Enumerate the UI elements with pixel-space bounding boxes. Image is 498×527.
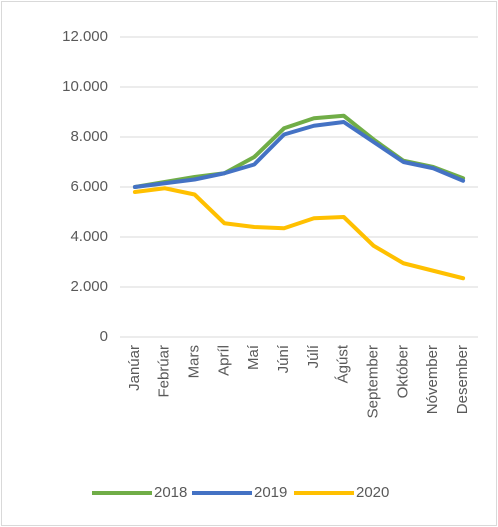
y-tick-label: 8.000 <box>70 128 108 145</box>
line <box>132 120 466 189</box>
legend-label: 2018 <box>154 484 187 501</box>
line <box>132 186 466 281</box>
x-tick-label: Maí <box>245 344 262 370</box>
x-tick-label: Nóvember <box>424 345 441 414</box>
x-tick-label: September <box>365 345 382 418</box>
x-tick-label: Desember <box>454 345 471 414</box>
legend-label: 2020 <box>356 484 389 501</box>
x-tick-label: Febrúar <box>156 345 173 398</box>
y-tick-label: 6.000 <box>70 178 108 195</box>
y-tick-label: 4.000 <box>70 228 108 245</box>
x-tick-label: Júlí <box>305 344 322 368</box>
y-tick-label: 2.000 <box>70 278 108 295</box>
y-tick-label: 10.000 <box>62 78 108 95</box>
legend-label: 2019 <box>254 484 287 501</box>
x-tick-label: Mars <box>186 345 203 378</box>
y-tick-label: 0 <box>100 328 108 345</box>
y-tick-label: 12.000 <box>62 28 108 45</box>
x-tick-label: Apríl <box>215 345 232 376</box>
x-tick-label: Ágúst <box>335 344 352 383</box>
x-tick-label: Júní <box>275 344 292 373</box>
x-tick-label: Október <box>394 345 411 398</box>
x-tick-label: Janúar <box>126 345 143 391</box>
